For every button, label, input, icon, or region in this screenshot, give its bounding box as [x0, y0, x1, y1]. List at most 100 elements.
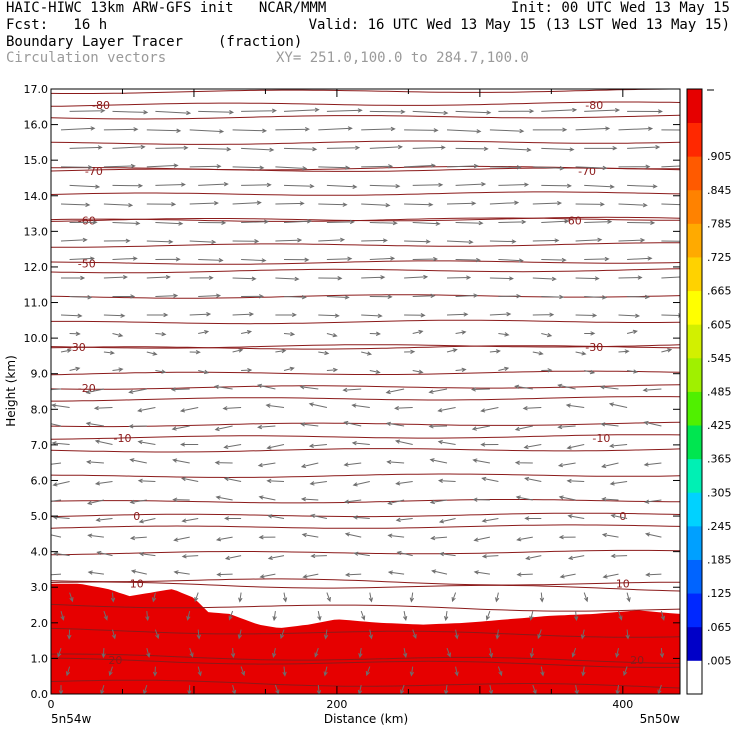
circulation-vector — [86, 499, 105, 505]
circulation-vector — [318, 202, 348, 207]
circulation-vector — [615, 647, 620, 659]
circulation-vector — [571, 647, 577, 658]
circulation-vector — [644, 532, 662, 538]
circulation-vector — [615, 685, 620, 694]
circulation-vector — [343, 499, 362, 504]
circulation-vector — [108, 666, 113, 677]
circulation-vector — [609, 443, 628, 448]
circulation-vector — [659, 648, 665, 659]
circulation-vector — [51, 499, 62, 502]
circulation-vector — [198, 110, 235, 115]
circulation-vector — [69, 331, 81, 336]
circulation-vector — [455, 146, 489, 152]
circulation-vector — [575, 313, 598, 318]
header-forecast-hour: Fcst: 16 h — [6, 17, 108, 33]
circulation-vector — [194, 592, 199, 603]
circulation-vector — [112, 333, 124, 338]
circulation-vector — [580, 629, 586, 640]
temperature-contour-label: -30 — [68, 341, 86, 354]
circulation-vector — [599, 385, 619, 390]
circulation-vector — [584, 107, 621, 113]
circulation-vector — [318, 237, 346, 243]
circulation-vector — [96, 550, 113, 557]
circulation-vector — [438, 518, 456, 524]
circulation-vector — [352, 515, 370, 520]
circulation-vector — [228, 610, 234, 621]
circulation-vector — [444, 685, 449, 694]
header-valid-time: Valid: 16 UTC Wed 13 May 15 (13 LST Wed … — [308, 17, 730, 33]
circulation-vector — [187, 685, 192, 694]
circulation-vector — [661, 129, 680, 131]
circulation-vector — [112, 256, 138, 261]
circulation-vector — [575, 202, 605, 207]
temperature-contour-line — [51, 101, 680, 107]
circulation-vector — [404, 239, 431, 244]
circulation-vector — [326, 219, 355, 225]
circulation-vector — [52, 481, 70, 487]
circulation-vector — [361, 238, 388, 243]
circulation-vector — [146, 312, 169, 318]
circulation-vector — [326, 145, 361, 151]
circulation-vector — [259, 573, 276, 579]
circulation-vector — [485, 610, 491, 621]
circulation-vector — [514, 425, 533, 431]
circulation-vector — [369, 220, 398, 226]
circulation-vector — [567, 555, 585, 560]
circulation-vector — [51, 403, 70, 408]
colorbar-swatch — [687, 223, 702, 258]
circulation-vector — [103, 350, 115, 355]
circulation-vector — [154, 629, 160, 640]
y-tick-label: 4.0 — [31, 546, 49, 559]
circulation-vector — [60, 237, 88, 243]
circulation-vector — [565, 403, 585, 408]
circulation-vector — [584, 219, 613, 224]
circulation-vector — [344, 532, 362, 538]
circulation-vector — [412, 110, 449, 116]
circulation-vector — [581, 666, 586, 677]
circulation-vector — [241, 219, 270, 224]
colorbar-swatch — [687, 156, 702, 191]
circulation-vector — [198, 258, 224, 263]
circulation-vector — [618, 164, 651, 169]
y-tick-label: 2.0 — [31, 617, 49, 630]
circulation-vector — [241, 367, 253, 373]
circulation-vector — [275, 166, 308, 171]
circulation-vector — [282, 666, 287, 677]
tracer-fill — [51, 583, 680, 694]
colorbar-swatch — [687, 425, 702, 460]
cross-section-xy-label: XY= 251.0,100.0 to 284.7,100.0 — [276, 50, 529, 66]
circulation-vector — [473, 536, 491, 542]
circulation-vector — [369, 109, 406, 115]
circulation-vector — [395, 481, 413, 486]
circulation-vector — [489, 311, 512, 317]
circulation-vector — [196, 629, 201, 640]
circulation-vector — [361, 164, 394, 169]
circulation-vector — [454, 629, 459, 640]
circulation-vector — [495, 592, 500, 603]
circulation-vector — [412, 182, 444, 188]
circulation-vector — [282, 592, 288, 603]
circulation-vector — [540, 666, 545, 677]
colorbar-swatch — [687, 559, 702, 594]
temperature-contour-label: -10 — [592, 432, 610, 445]
circulation-vector — [53, 551, 70, 557]
circulation-vectors — [51, 107, 680, 694]
circulation-vector — [404, 128, 439, 133]
circulation-vector — [498, 147, 532, 152]
temperature-contour-label: -70 — [85, 165, 103, 178]
circulation-vector — [129, 499, 147, 505]
circulation-vector — [412, 329, 424, 335]
circulation-vector — [155, 369, 167, 374]
circulation-vector — [529, 610, 534, 621]
circulation-vector — [446, 312, 469, 317]
circulation-vector — [404, 274, 429, 280]
circulation-vector — [230, 648, 236, 659]
circulation-vector — [584, 146, 618, 151]
circulation-vector — [532, 127, 568, 132]
circulation-vector — [137, 440, 156, 445]
colorbar-label: .185 — [707, 554, 732, 567]
circulation-vector — [216, 572, 233, 577]
circulation-vector — [455, 220, 484, 226]
circulation-vector — [625, 629, 630, 640]
circulation-vector — [430, 535, 448, 541]
